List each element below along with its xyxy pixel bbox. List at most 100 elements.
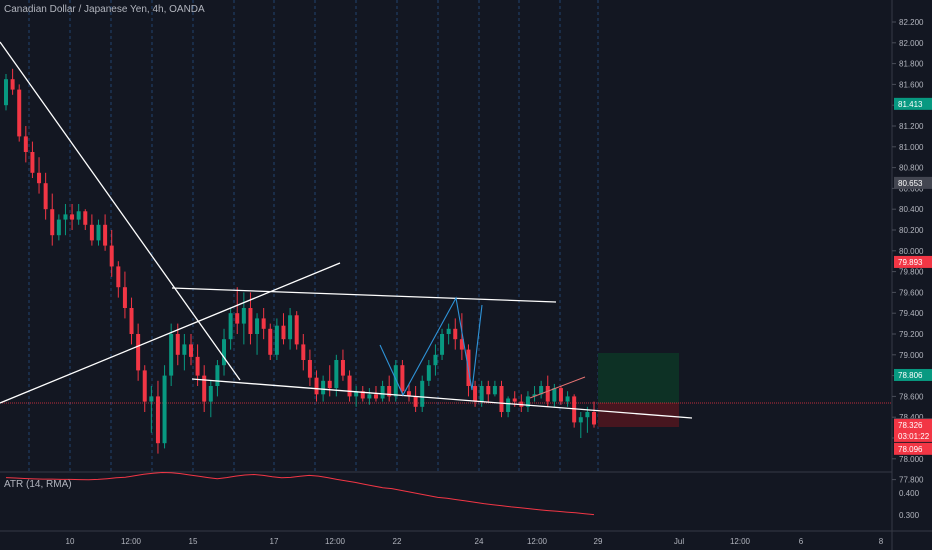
candle-body (235, 313, 240, 324)
symbol-title[interactable]: Canadian Dollar / Japanese Yen, 4h, OAND… (4, 4, 205, 15)
candle-body (202, 375, 207, 402)
profit-zone[interactable] (598, 353, 679, 403)
candle-body (195, 356, 200, 376)
candle-body (473, 386, 478, 402)
price-tag-background (894, 97, 932, 110)
candle-body (76, 211, 81, 220)
channel-lower-line[interactable] (191, 378, 693, 419)
time-tick-label: 24 (475, 537, 484, 546)
candle-body (116, 266, 121, 288)
candle-body (486, 386, 491, 395)
candle-body (288, 315, 293, 340)
candle-body (109, 245, 114, 267)
candle-body (367, 394, 372, 399)
blue-zigzag-pattern[interactable] (379, 296, 483, 397)
trend-drawings[interactable] (0, 41, 693, 419)
candle-body (103, 224, 108, 246)
price-tag: 03:01:22 (894, 429, 932, 442)
candle-body (70, 214, 75, 220)
price-tick-label: 81.000 (899, 143, 924, 152)
candle-body (525, 396, 530, 407)
price-tick-label: 81.200 (899, 122, 924, 131)
time-axis[interactable]: 10 12:00 15 17 12:00 22 24 12:00 29 Jul 12:00 6 8 (66, 537, 884, 546)
time-tick-label: 10 (66, 537, 75, 546)
candle-body (314, 377, 319, 395)
candle-body (539, 386, 544, 395)
price-tag-background (894, 368, 932, 381)
channel-upper-line[interactable] (171, 287, 557, 303)
candle-body (155, 396, 160, 444)
candle-body (50, 209, 55, 236)
candle-body (426, 365, 431, 381)
candle-body (360, 391, 365, 399)
atr-tick-label: 0.300 (899, 511, 920, 520)
candle-body (96, 224, 101, 241)
candle-body (255, 318, 260, 334)
candle-body (592, 412, 596, 425)
price-tag: 79.893 (894, 255, 932, 268)
price-tick-label: 80.200 (899, 226, 924, 235)
trendline-ascending-support[interactable] (0, 262, 341, 404)
price-tag-background (894, 429, 932, 442)
candle-body (334, 360, 339, 389)
candle-body (149, 396, 154, 402)
atr-tick-label: 0.400 (899, 489, 920, 498)
candle-body (142, 370, 147, 402)
candle-body (380, 386, 385, 399)
time-tick-label: 6 (799, 537, 804, 546)
price-tick-label: 81.800 (899, 60, 924, 69)
loss-zone[interactable] (598, 403, 679, 427)
candle-body (532, 394, 537, 397)
candle-body (552, 388, 557, 402)
price-axis[interactable]: 82.20082.00081.80081.60081.40081.20081.0… (892, 18, 924, 485)
price-tick-label: 80.800 (899, 164, 924, 173)
candle-body (327, 380, 332, 389)
candle-body (281, 325, 286, 340)
candle-body (17, 89, 22, 137)
candle-body (545, 386, 550, 402)
pink-short-trendline[interactable] (529, 376, 586, 399)
candle-body (10, 79, 15, 90)
price-tag: 78.326 (894, 418, 932, 431)
price-tick-label: 77.800 (899, 476, 924, 485)
price-tick-label: 79.000 (899, 351, 924, 360)
price-tick-label: 81.600 (899, 80, 924, 89)
candle-body (307, 360, 312, 378)
price-tick-label: 78.600 (899, 392, 924, 401)
candle-body (294, 315, 299, 345)
price-tag: 78.806 (894, 368, 932, 381)
price-tag-background (894, 255, 932, 268)
price-tag: 78.096 (894, 442, 932, 455)
candle-body (188, 344, 193, 357)
price-tick-label: 82.200 (899, 18, 924, 27)
candle-body (459, 339, 464, 350)
candle-body (585, 412, 590, 418)
candle-body (413, 396, 418, 407)
price-tag-background (894, 418, 932, 431)
price-tag-label: 80.653 (898, 179, 923, 188)
price-tick-label: 80.400 (899, 205, 924, 214)
candle-body (400, 365, 405, 392)
time-tick-label: 12:00 (325, 537, 346, 546)
price-tick-label: 79.200 (899, 330, 924, 339)
candle-body (56, 219, 61, 236)
price-tag: 81.413 (894, 97, 932, 110)
candle-body (30, 152, 35, 173)
atr-legend[interactable]: ATR (14, RMA) (4, 479, 72, 490)
candle-body (565, 396, 570, 402)
candle-body (122, 287, 127, 308)
trendline-descending-main[interactable] (0, 41, 241, 381)
candle-body (162, 375, 167, 444)
atr-pane (5, 471, 595, 516)
atr-line (5, 471, 595, 516)
price-tick-label: 82.000 (899, 39, 924, 48)
price-tick-label: 79.600 (899, 288, 924, 297)
candle-body (340, 360, 345, 376)
candle-body (222, 339, 227, 366)
candle-body (354, 391, 359, 397)
candle-body (558, 388, 563, 402)
position-tool[interactable] (598, 353, 679, 427)
candle-body (479, 386, 484, 402)
